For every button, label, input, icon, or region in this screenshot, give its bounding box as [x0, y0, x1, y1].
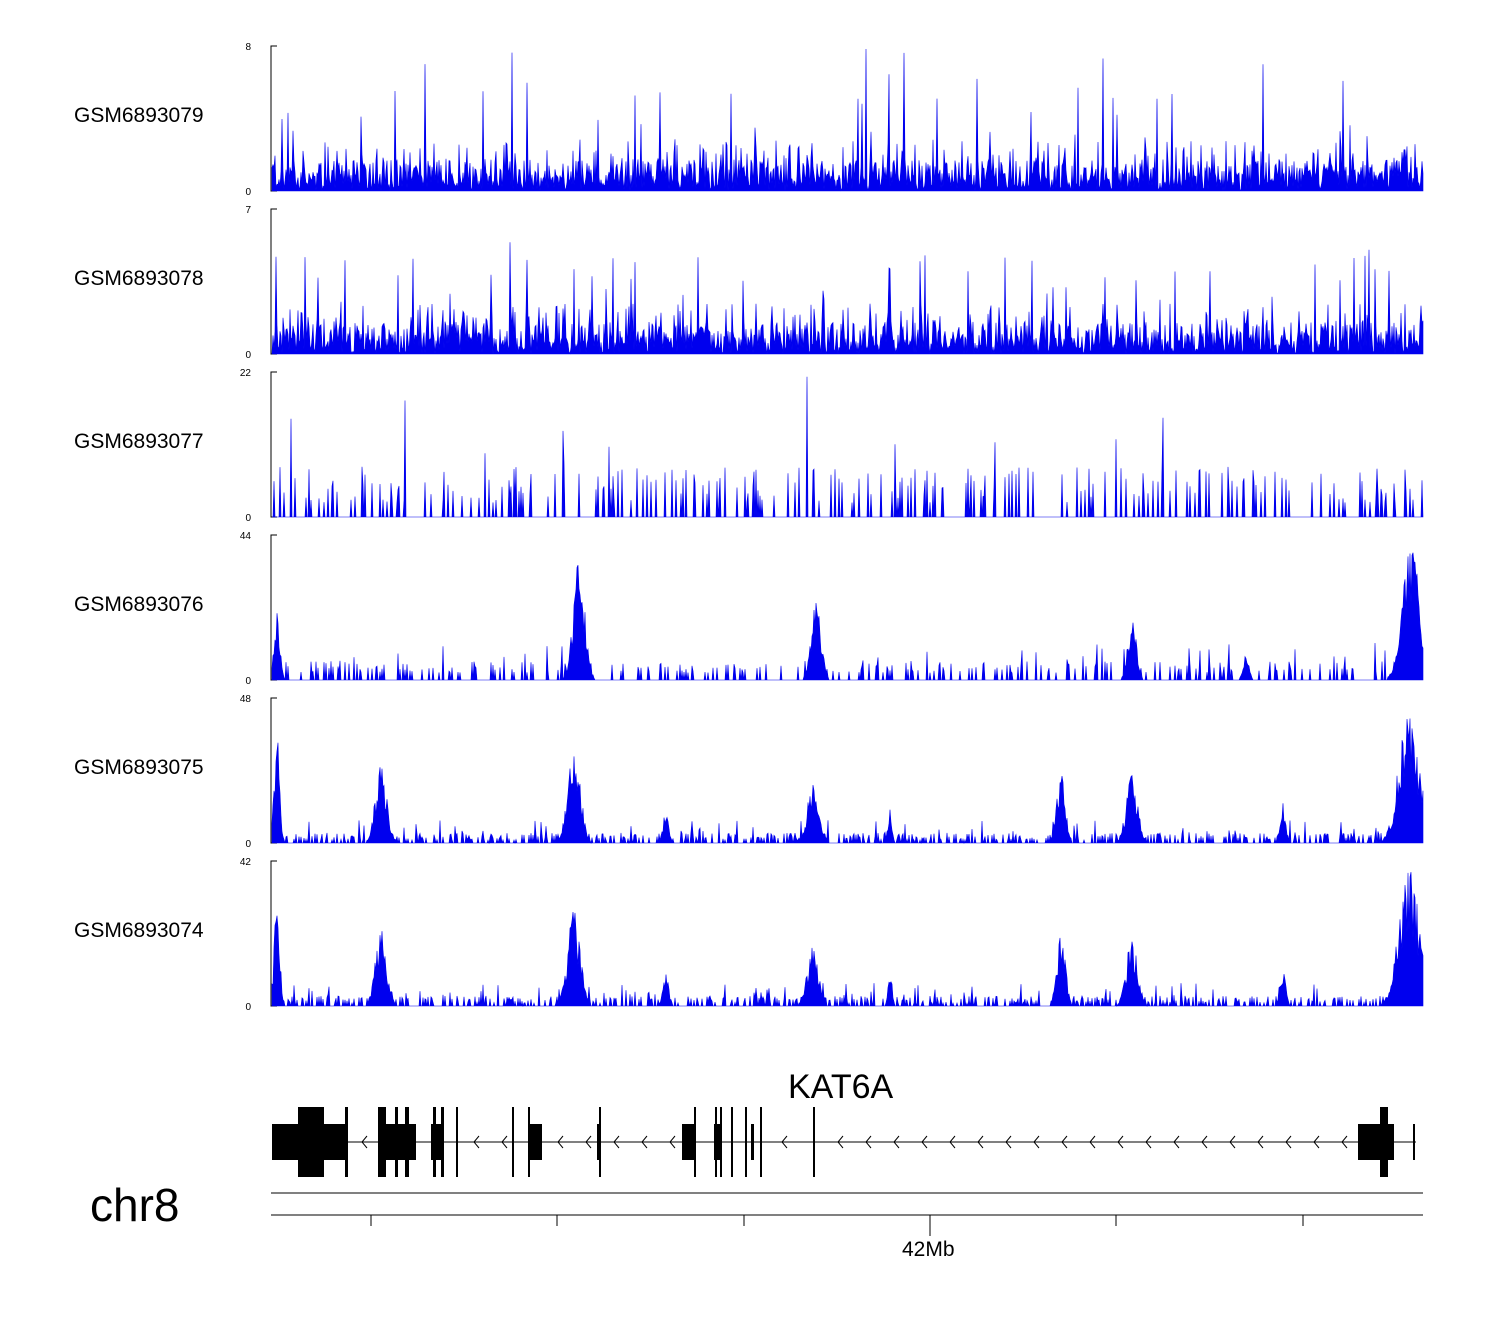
y-tick-max: 7	[245, 205, 251, 216]
track-label: GSM6893076	[74, 593, 204, 616]
signal-area	[271, 872, 1424, 1008]
strand-chevron	[473, 1135, 480, 1149]
exon	[720, 1107, 722, 1177]
strand-chevron	[361, 1135, 368, 1149]
axis-tick-label: 42Mb	[902, 1238, 955, 1261]
strand-chevron	[865, 1135, 872, 1149]
strand-chevron	[1173, 1135, 1180, 1149]
track-label: GSM6893075	[74, 756, 204, 779]
strand-chevron	[1089, 1135, 1096, 1149]
strand-chevron	[669, 1135, 676, 1149]
track-GSM6893078: 70	[245, 205, 1424, 361]
exon	[529, 1124, 542, 1160]
track-GSM6893077: 22 0	[240, 368, 1424, 524]
strand-chevron	[1257, 1135, 1264, 1149]
exon	[433, 1107, 436, 1177]
track-GSM6893075: 48 0	[240, 694, 1424, 850]
signal-area	[272, 376, 1424, 518]
strand-chevron	[1145, 1135, 1152, 1149]
exon	[745, 1107, 747, 1177]
exon	[731, 1107, 733, 1177]
exon	[694, 1107, 696, 1177]
exon	[378, 1107, 386, 1177]
exon	[1413, 1124, 1415, 1160]
y-tick-max: 8	[245, 42, 251, 53]
strand-chevron	[1005, 1135, 1012, 1149]
strand-chevron	[1285, 1135, 1292, 1149]
exon	[456, 1107, 458, 1177]
exon	[405, 1107, 409, 1177]
signal-area	[271, 718, 1424, 845]
track-label: GSM6893078	[74, 267, 204, 290]
strand-chevron	[613, 1135, 620, 1149]
y-tick-min: 0	[245, 1002, 251, 1013]
track-label: GSM6893074	[74, 919, 204, 942]
chromosome-label: chr8	[90, 1179, 180, 1231]
strand-chevron	[1229, 1135, 1236, 1149]
track-GSM6893074: 42 0	[240, 857, 1424, 1013]
signal-area	[271, 552, 1424, 681]
strand-chevron	[501, 1135, 508, 1149]
strand-chevron	[921, 1135, 928, 1149]
y-tick-max: 44	[240, 531, 252, 542]
exon	[395, 1107, 398, 1177]
exon	[512, 1107, 514, 1177]
track-label: GSM6893079	[74, 104, 204, 127]
strand-arrows	[361, 1135, 1348, 1149]
strand-chevron	[1341, 1135, 1348, 1149]
strand-chevron	[557, 1135, 564, 1149]
y-tick-min: 0	[245, 350, 251, 361]
gene-model	[272, 1107, 1416, 1177]
exon	[682, 1124, 695, 1160]
strand-chevron	[949, 1135, 956, 1149]
strand-chevron	[1201, 1135, 1208, 1149]
track-GSM6893076: 44 0	[240, 531, 1424, 687]
exon	[345, 1107, 348, 1177]
y-tick-max: 42	[240, 857, 252, 868]
exon	[599, 1107, 601, 1177]
exon	[813, 1107, 815, 1177]
exon	[751, 1124, 754, 1160]
y-tick-max: 48	[240, 694, 252, 705]
exon	[298, 1107, 324, 1177]
strand-chevron	[781, 1135, 788, 1149]
strand-chevron	[1061, 1135, 1068, 1149]
chromosome-axis	[271, 1192, 1423, 1236]
strand-chevron	[1117, 1135, 1124, 1149]
track-GSM6893079: 80	[245, 42, 1424, 198]
y-tick-min: 0	[245, 839, 251, 850]
exon	[715, 1107, 717, 1177]
y-tick-max: 22	[240, 368, 252, 379]
exon	[1380, 1107, 1388, 1177]
exon	[1358, 1124, 1394, 1160]
y-tick-min: 0	[245, 676, 251, 687]
strand-chevron	[585, 1135, 592, 1149]
gene-name-label: KAT6A	[788, 1068, 894, 1106]
strand-chevron	[1033, 1135, 1040, 1149]
strand-chevron	[1313, 1135, 1320, 1149]
y-tick-min: 0	[245, 513, 251, 524]
signal-area	[271, 242, 1424, 355]
strand-chevron	[641, 1135, 648, 1149]
y-tick-min: 0	[245, 187, 251, 198]
track-label: GSM6893077	[74, 430, 204, 453]
signal-area	[271, 48, 1424, 192]
strand-chevron	[893, 1135, 900, 1149]
exon	[528, 1107, 530, 1177]
exon	[441, 1107, 444, 1177]
strand-chevron	[837, 1135, 844, 1149]
exon	[760, 1107, 762, 1177]
strand-chevron	[977, 1135, 984, 1149]
